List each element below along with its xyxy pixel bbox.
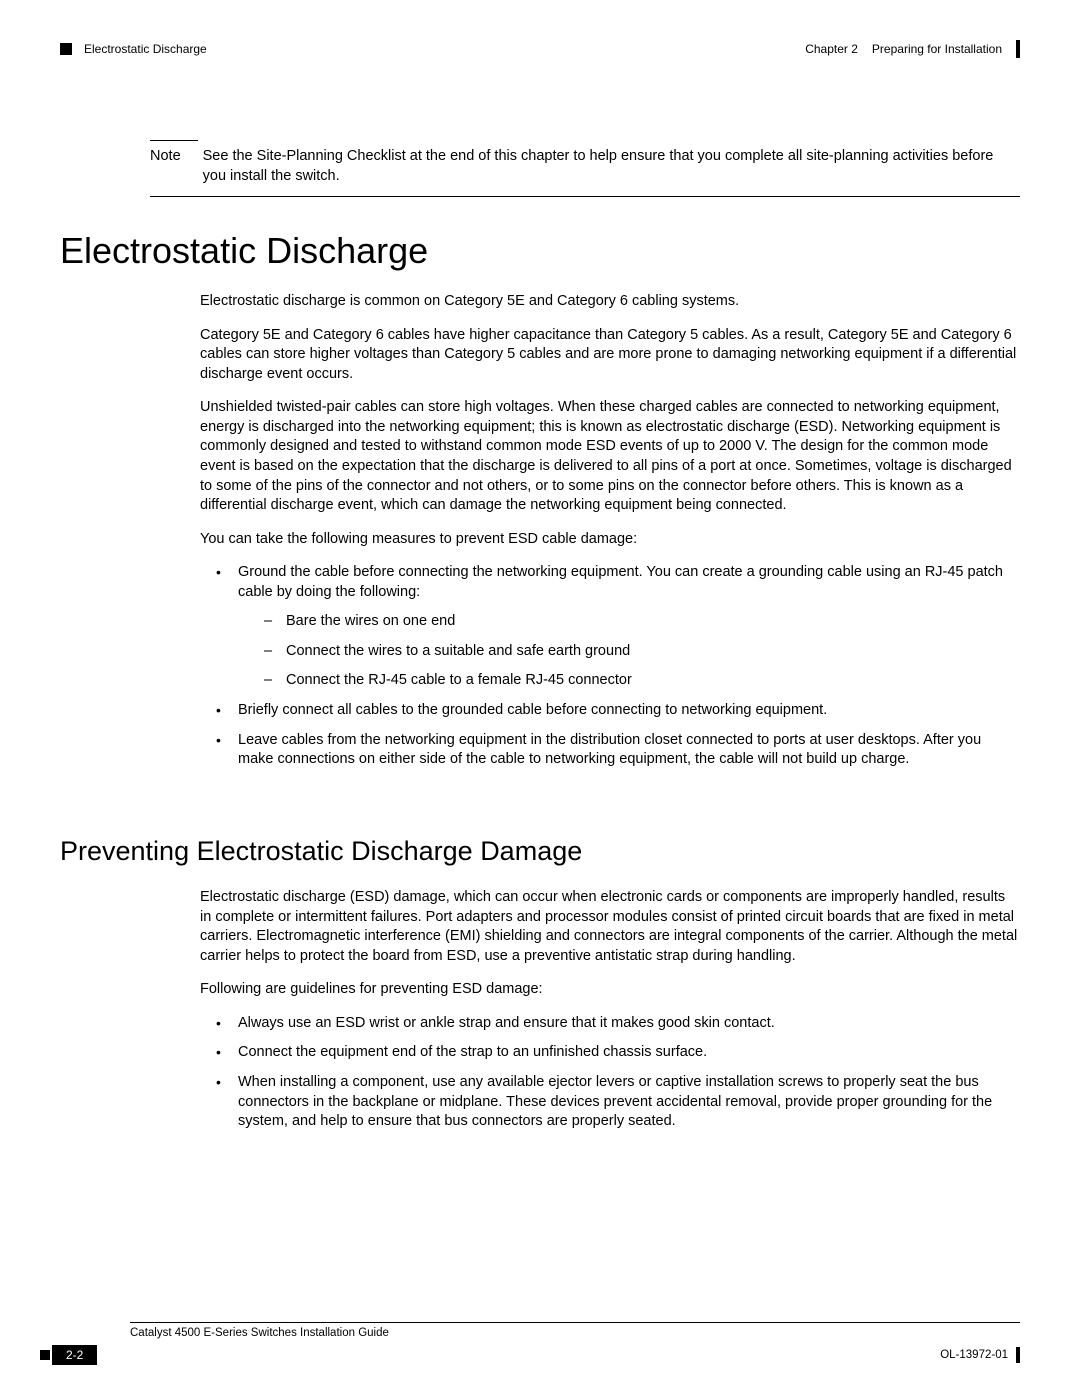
header-left: Electrostatic Discharge bbox=[60, 42, 207, 56]
header-marker-icon bbox=[60, 43, 72, 55]
note-rule-top bbox=[150, 140, 198, 141]
doc-id: OL-13972-01 bbox=[940, 1347, 1020, 1363]
list-item: Ground the cable before connecting the n… bbox=[216, 563, 1020, 691]
bullet-list: Always use an ESD wrist or ankle strap a… bbox=[216, 1014, 1020, 1132]
page-number-badge: 2-2 bbox=[52, 1345, 97, 1365]
paragraph: Unshielded twisted-pair cables can store… bbox=[200, 398, 1020, 515]
note-block: Note See the Site-Planning Checklist at … bbox=[150, 140, 1020, 197]
chapter-title: Preparing for Installation bbox=[872, 42, 1002, 56]
sub-list: Bare the wires on one end Connect the wi… bbox=[264, 612, 1020, 691]
list-item-text: Ground the cable before connecting the n… bbox=[238, 564, 1003, 600]
paragraph: Following are guidelines for preventing … bbox=[200, 980, 1020, 1000]
note-text: See the Site-Planning Checklist at the e… bbox=[203, 147, 1020, 186]
page-footer: Catalyst 4500 E-Series Switches Installa… bbox=[0, 1322, 1080, 1365]
body-primary: Electrostatic discharge is common on Cat… bbox=[200, 292, 1020, 780]
footer-guide-title: Catalyst 4500 E-Series Switches Installa… bbox=[130, 1327, 1080, 1339]
chapter-number: Chapter 2 bbox=[805, 42, 858, 56]
page-header: Electrostatic Discharge Chapter 2 Prepar… bbox=[0, 40, 1080, 58]
list-item: When installing a component, use any ava… bbox=[216, 1073, 1020, 1132]
doc-id-text: OL-13972-01 bbox=[940, 1349, 1008, 1361]
header-bar-icon bbox=[1016, 40, 1020, 58]
paragraph: Electrostatic discharge is common on Cat… bbox=[200, 292, 1020, 312]
subsection-heading: Preventing Electrostatic Discharge Damag… bbox=[60, 836, 582, 867]
sub-list-item: Connect the RJ-45 cable to a female RJ-4… bbox=[264, 671, 1020, 691]
list-item: Leave cables from the networking equipme… bbox=[216, 731, 1020, 770]
note-label: Note bbox=[150, 147, 181, 186]
list-item: Connect the equipment end of the strap t… bbox=[216, 1043, 1020, 1063]
paragraph: You can take the following measures to p… bbox=[200, 530, 1020, 550]
footer-rule bbox=[130, 1322, 1020, 1323]
body-secondary: Electrostatic discharge (ESD) damage, wh… bbox=[200, 888, 1020, 1142]
bullet-list: Ground the cable before connecting the n… bbox=[216, 563, 1020, 770]
doc-id-bar-icon bbox=[1016, 1347, 1020, 1363]
paragraph: Category 5E and Category 6 cables have h… bbox=[200, 326, 1020, 385]
note-rule-bottom bbox=[150, 196, 1020, 197]
paragraph: Electrostatic discharge (ESD) damage, wh… bbox=[200, 888, 1020, 966]
section-heading: Electrostatic Discharge bbox=[60, 230, 428, 272]
running-head-left: Electrostatic Discharge bbox=[84, 42, 207, 56]
sub-list-item: Connect the wires to a suitable and safe… bbox=[264, 642, 1020, 662]
header-right: Chapter 2 Preparing for Installation bbox=[805, 40, 1020, 58]
sub-list-item: Bare the wires on one end bbox=[264, 612, 1020, 632]
list-item: Briefly connect all cables to the ground… bbox=[216, 701, 1020, 721]
list-item: Always use an ESD wrist or ankle strap a… bbox=[216, 1014, 1020, 1034]
